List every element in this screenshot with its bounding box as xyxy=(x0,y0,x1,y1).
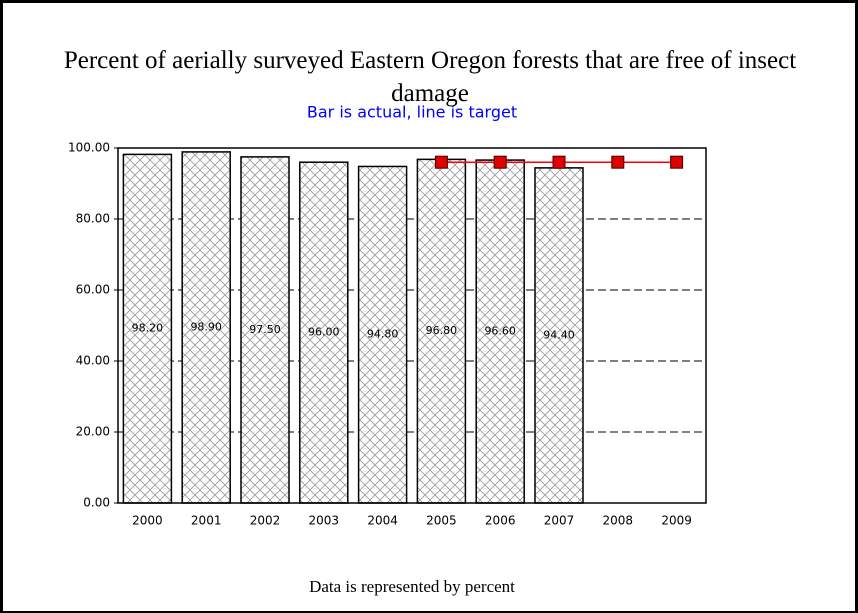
target-marker xyxy=(611,155,625,169)
chart-subtitle: Bar is actual, line is target xyxy=(307,103,517,122)
bar xyxy=(181,151,231,504)
bar xyxy=(416,158,467,504)
x-tick-label: 2005 xyxy=(426,514,457,528)
bar xyxy=(534,167,584,504)
x-tick-label: 2006 xyxy=(485,514,516,528)
value-label: 96.60 xyxy=(484,325,516,338)
target-marker xyxy=(552,155,566,169)
value-label: 96.00 xyxy=(308,326,340,339)
y-tick-label: 40.00 xyxy=(76,354,110,368)
x-tick-label: 2003 xyxy=(309,514,340,528)
target-marker xyxy=(670,155,684,169)
x-tick-label: 2000 xyxy=(132,514,163,528)
plot-border xyxy=(117,147,707,504)
y-tick-label: 60.00 xyxy=(76,283,110,297)
y-tick-label: 80.00 xyxy=(76,212,110,226)
bar xyxy=(240,156,290,504)
footer: Data is represented by percent xyxy=(309,577,515,596)
value-label: 94.40 xyxy=(543,328,575,341)
bar xyxy=(475,159,525,504)
x-tick-label: 2009 xyxy=(661,514,692,528)
bar xyxy=(299,161,349,504)
x-tick-label: 2007 xyxy=(544,514,575,528)
target-marker xyxy=(493,155,507,169)
x-tick-label: 2004 xyxy=(367,514,398,528)
value-label: 98.20 xyxy=(132,322,164,335)
value-label: 97.50 xyxy=(249,323,281,336)
y-tick-label: 0.00 xyxy=(83,496,110,510)
chart-title: Percent of aerially surveyed Eastern Ore… xyxy=(63,47,797,107)
value-label: 98.90 xyxy=(190,320,222,333)
y-tick-label: 20.00 xyxy=(76,425,110,439)
y-tick-label: 100.00 xyxy=(68,141,110,155)
x-tick-label: 2001 xyxy=(191,514,222,528)
x-tick-label: 2002 xyxy=(250,514,281,528)
value-label: 94.80 xyxy=(367,328,399,341)
target-marker xyxy=(434,155,448,169)
x-tick-label: 2008 xyxy=(603,514,634,528)
value-label: 96.80 xyxy=(426,324,458,337)
